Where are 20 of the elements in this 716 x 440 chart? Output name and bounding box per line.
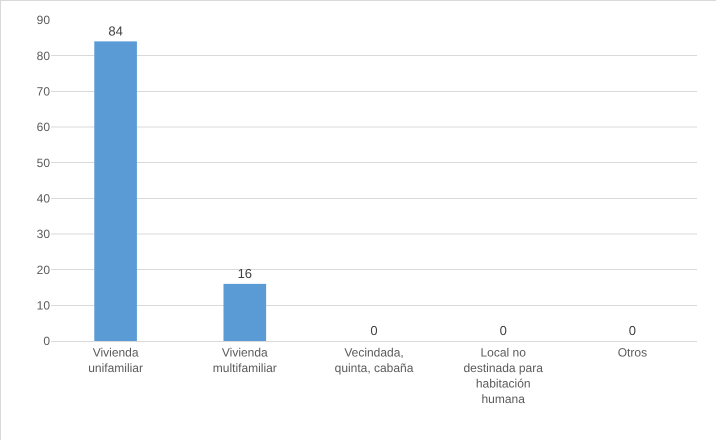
data-label: 0 xyxy=(500,323,507,338)
x-tick-label: Vivienda unifamiliar xyxy=(88,345,143,375)
data-label: 84 xyxy=(108,23,123,38)
y-tick-label: 30 xyxy=(36,227,50,242)
data-label: 0 xyxy=(370,323,378,338)
x-tick-label: Local no destinada para habitación humana xyxy=(463,345,544,406)
y-tick-label: 0 xyxy=(43,334,50,348)
x-tick-label: Otros xyxy=(618,345,648,360)
data-label: 16 xyxy=(238,266,252,281)
y-tick-label: 10 xyxy=(36,298,50,313)
y-tick-label: 50 xyxy=(36,156,50,170)
y-tick-label: 40 xyxy=(36,192,50,206)
y-tick-label: 90 xyxy=(36,13,50,28)
data-label: 0 xyxy=(628,323,636,338)
x-tick-label: Vivienda multifamiliar xyxy=(212,345,277,375)
x-tick-label: Vecindada, quinta, cabaña xyxy=(334,345,414,375)
y-tick-label: 60 xyxy=(36,120,50,134)
y-tick-label: 20 xyxy=(36,262,50,277)
y-tick-label: 70 xyxy=(36,84,50,99)
y-tick-label: 80 xyxy=(36,48,50,63)
